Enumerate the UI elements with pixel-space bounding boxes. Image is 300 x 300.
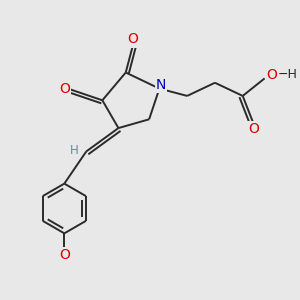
- Text: O: O: [59, 248, 70, 262]
- Text: N: N: [156, 78, 166, 92]
- Text: H: H: [70, 143, 79, 157]
- Text: O: O: [59, 82, 70, 96]
- Text: O: O: [128, 32, 139, 46]
- Text: −H: −H: [278, 68, 298, 81]
- Text: O: O: [266, 68, 277, 82]
- Text: O: O: [248, 122, 259, 136]
